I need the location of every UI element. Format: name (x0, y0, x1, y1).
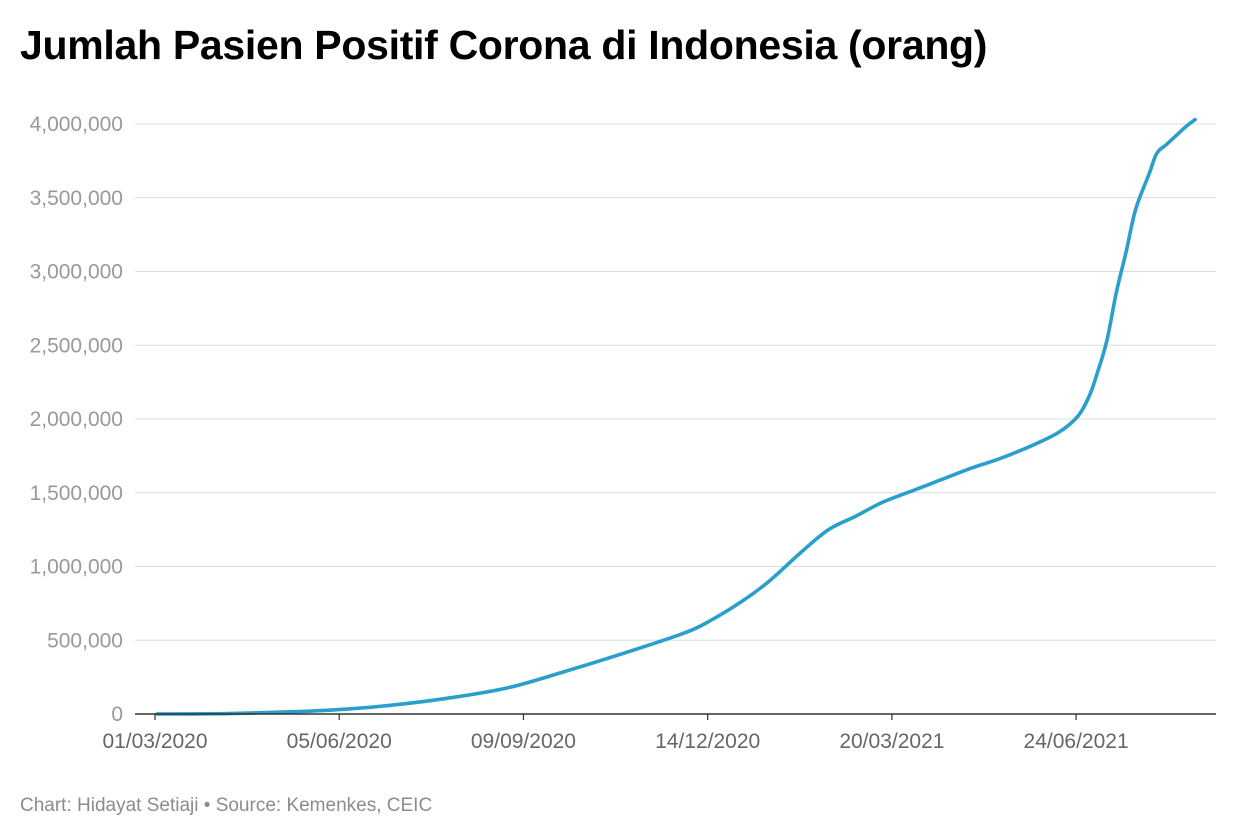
x-tick-label: 05/06/2020 (287, 730, 392, 753)
x-tick-label: 14/12/2020 (655, 730, 760, 753)
chart-title: Jumlah Pasien Positif Corona di Indonesi… (20, 22, 988, 68)
series-line (155, 117, 1197, 716)
x-tick-label: 01/03/2020 (102, 730, 207, 753)
gridlines (135, 123, 1216, 641)
y-tick-label: 2,000,000 (30, 408, 123, 431)
credit-source: Source: Kemenkes, CEIC (215, 795, 433, 816)
y-tick-label: 3,500,000 (30, 187, 123, 210)
chart-credit: Chart: Hidayat Setiaji • Source: Kemenke… (20, 795, 432, 817)
credit-author: Chart: Hidayat Setiaji (20, 795, 199, 816)
credit-separator: • (203, 795, 211, 816)
x-tick-label: 20/03/2021 (839, 730, 944, 753)
y-tick-label: 500,000 (47, 629, 123, 652)
y-tick-label: 1,500,000 (30, 482, 123, 505)
y-axis-ticks: 0 500,000 1,000,000 1,500,000 2,000,000 2,500… (30, 113, 123, 726)
y-tick-label: 1,000,000 (30, 556, 123, 579)
x-tick-label: 09/09/2020 (471, 730, 576, 753)
y-tick-label: 2,500,000 (30, 334, 123, 357)
x-axis-ticks: 01/03/2020 05/06/2020 09/09/2020 14/12/2020… (102, 714, 1129, 753)
y-tick-label: 3,000,000 (30, 261, 123, 284)
y-tick-label: 0 (111, 703, 123, 726)
x-tick-label: 24/06/2021 (1024, 730, 1129, 753)
y-tick-label: 4,000,000 (30, 113, 123, 136)
